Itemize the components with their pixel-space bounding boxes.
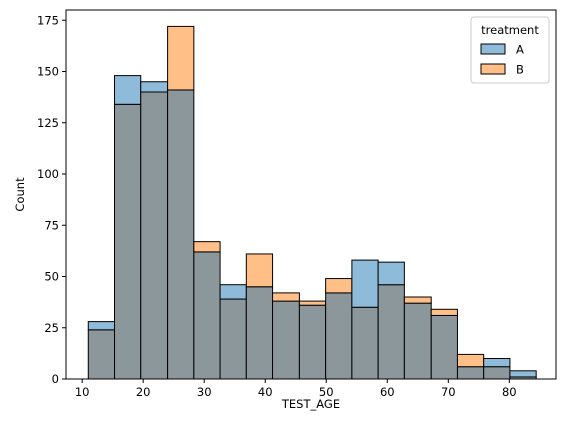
- bar-series-b: [325, 278, 353, 294]
- legend-title: treatment: [481, 23, 539, 37]
- x-axis: 10 20 30 40 50 60 70 80: [75, 379, 517, 399]
- x-tick-label: 30: [197, 385, 212, 399]
- y-tick-label: 50: [44, 270, 59, 284]
- bar-series-b: [403, 296, 432, 304]
- y-tick-label: 75: [44, 218, 59, 232]
- y-tick-label: 125: [37, 116, 59, 130]
- x-tick-label: 10: [75, 385, 90, 399]
- bar-overlap: [114, 103, 142, 380]
- bar-series-b: [456, 353, 485, 368]
- bar-series-a: [483, 358, 511, 368]
- legend-label-b: B: [516, 63, 524, 77]
- bar-overlap: [483, 366, 511, 380]
- x-tick-label: 40: [258, 385, 273, 399]
- axes-frame: [65, 9, 557, 380]
- bar-series-a: [219, 284, 247, 300]
- bar-overlap: [403, 302, 432, 380]
- bar-overlap: [377, 284, 405, 380]
- bar-series-b: [245, 253, 274, 288]
- bar-overlap: [193, 251, 221, 380]
- legend-label-a: A: [516, 43, 524, 57]
- y-axis-label: Count: [13, 177, 27, 212]
- bar-series-b: [272, 292, 300, 302]
- bar-overlap: [351, 306, 379, 380]
- x-tick-label: 70: [441, 385, 456, 399]
- bar-overlap: [298, 304, 327, 380]
- bar-overlap: [272, 300, 300, 380]
- x-tick-label: 60: [380, 385, 395, 399]
- bar-series-a: [114, 75, 142, 105]
- bar-overlap: [167, 89, 195, 380]
- bar-overlap: [140, 91, 169, 380]
- bar-overlap: [87, 329, 116, 380]
- y-tick-label: 175: [37, 13, 59, 27]
- bar-overlap: [325, 292, 353, 380]
- plot-area: [87, 25, 537, 380]
- y-tick-label: 100: [37, 167, 59, 181]
- bar-series-b: [298, 300, 327, 306]
- x-tick-label: 50: [319, 385, 334, 399]
- legend-swatch-a: [480, 43, 506, 55]
- bar-series-b: [430, 308, 458, 316]
- x-tick-label: 20: [136, 385, 151, 399]
- x-axis-label: TEST_AGE: [281, 397, 340, 411]
- y-tick-label: 0: [52, 372, 59, 386]
- legend-swatch-b: [480, 63, 506, 75]
- bar-series-a: [509, 370, 537, 378]
- bar-series-a: [377, 261, 405, 286]
- bar-overlap: [430, 314, 458, 380]
- bar-overlap: [456, 366, 485, 380]
- y-tick-label: 150: [37, 65, 59, 79]
- y-axis: 0 25 50 75 100 125 150 175: [37, 13, 66, 386]
- y-tick-label: 25: [44, 321, 59, 335]
- bar-series-a: [351, 259, 379, 308]
- bar-overlap: [245, 286, 274, 380]
- bar-series-a: [140, 81, 169, 93]
- legend: treatment AB: [470, 16, 550, 84]
- bar-series-b: [193, 241, 221, 253]
- x-tick-label: 80: [502, 385, 517, 399]
- bar-series-b: [167, 25, 195, 91]
- bar-series-a: [87, 321, 116, 331]
- bar-overlap: [219, 298, 247, 380]
